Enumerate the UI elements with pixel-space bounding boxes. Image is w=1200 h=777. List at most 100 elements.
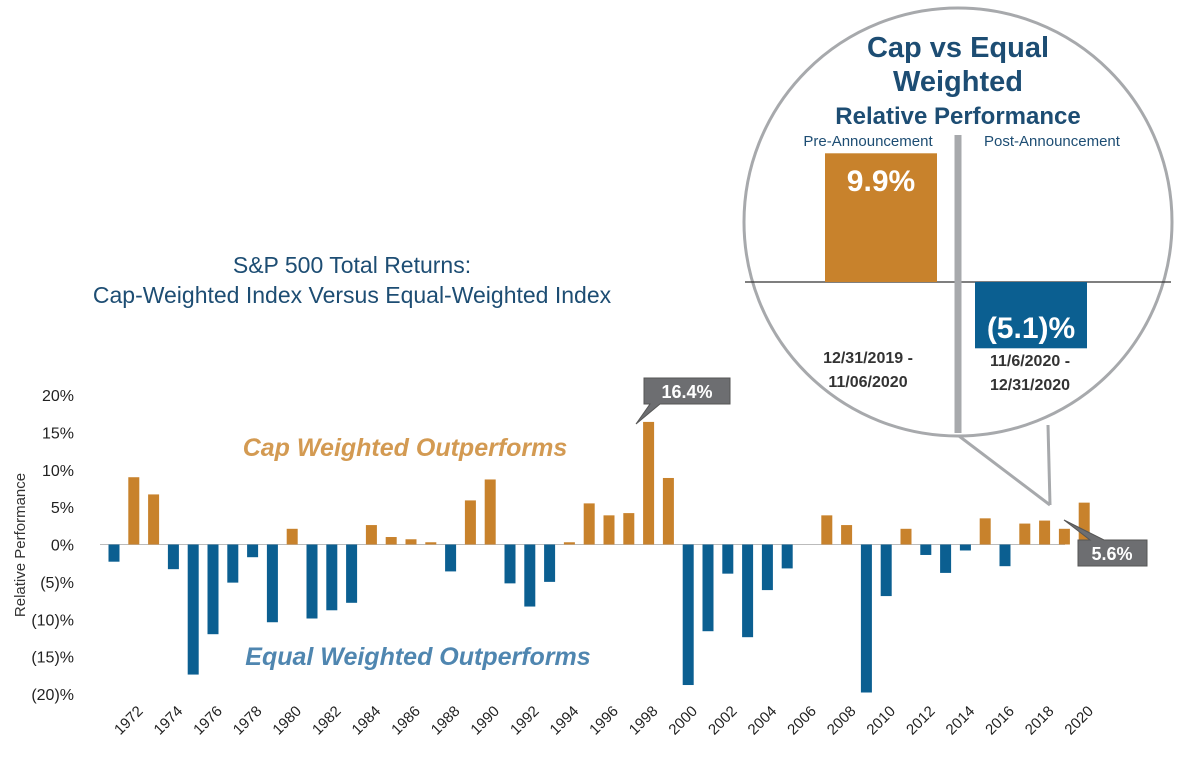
bar-1974 bbox=[167, 544, 179, 570]
y-axis-label: Relative Performance bbox=[12, 473, 29, 617]
x-tick-label: 1982 bbox=[309, 703, 345, 739]
inset-chart: Cap vs Equal Weighted Relative Performan… bbox=[742, 6, 1174, 507]
x-tick-label: 2002 bbox=[705, 703, 741, 739]
bar-2000 bbox=[682, 544, 694, 686]
bar-1979 bbox=[266, 544, 278, 623]
bar-1991 bbox=[504, 544, 516, 584]
max-value-callout: 16.4% bbox=[635, 377, 731, 425]
y-axis-ticks: 20% 15% 10% 5% 0% (5)% (10)% (15)% (20)% bbox=[31, 388, 74, 704]
bar-2007 bbox=[821, 515, 833, 545]
bar-2017 bbox=[1019, 523, 1031, 545]
max-callout-label: 16.4% bbox=[661, 382, 712, 402]
bar-1971 bbox=[108, 544, 120, 562]
bar-2019 bbox=[1058, 528, 1070, 545]
inset-pointer-right bbox=[1046, 424, 1052, 506]
bar-2018 bbox=[1039, 520, 1051, 545]
bar-2008 bbox=[841, 525, 853, 545]
y-tick-label: 15% bbox=[42, 425, 74, 442]
bar-1997 bbox=[623, 513, 635, 545]
bar-2016 bbox=[999, 544, 1011, 567]
bar-1973 bbox=[148, 494, 160, 545]
x-axis-ticks: 1972 1974 1976 1978 1980 1982 1984 1986 1988 1990… bbox=[111, 703, 1097, 739]
inset-pointer-left bbox=[954, 431, 1051, 507]
x-tick-label: 1980 bbox=[269, 703, 305, 739]
equal-weighted-annotation: Equal Weighted Outperforms bbox=[245, 643, 590, 671]
bar-1981 bbox=[306, 544, 318, 619]
y-tick-label: 5% bbox=[51, 500, 74, 517]
y-tick-label: 10% bbox=[42, 463, 74, 480]
x-tick-label: 2010 bbox=[863, 703, 899, 739]
inset-bar-pre bbox=[825, 153, 937, 282]
bar-2014 bbox=[959, 544, 971, 551]
inset-period-pre-line-1: 12/31/2019 - bbox=[823, 350, 913, 367]
bar-2020 bbox=[1078, 502, 1090, 545]
x-tick-label: 2020 bbox=[1061, 703, 1097, 739]
inset-period-post-line-1: 11/6/2020 - bbox=[990, 353, 1070, 370]
bar-1995 bbox=[583, 503, 595, 545]
x-tick-label: 1984 bbox=[349, 703, 385, 739]
bar-1986 bbox=[405, 539, 417, 545]
bar-2011 bbox=[900, 528, 912, 545]
bar-1983 bbox=[346, 544, 358, 603]
inset-title-line-1: Cap vs Equal bbox=[867, 32, 1049, 64]
bar-1993 bbox=[544, 544, 556, 582]
bar-1987 bbox=[425, 542, 437, 545]
inset-category-pre: Pre-Announcement bbox=[803, 133, 933, 150]
bar-1992 bbox=[524, 544, 536, 607]
bar-1994 bbox=[563, 542, 575, 545]
x-tick-label: 1996 bbox=[586, 703, 622, 739]
y-tick-label: (5)% bbox=[40, 575, 74, 592]
inset-category-post: Post-Announcement bbox=[984, 133, 1121, 150]
x-tick-label: 1994 bbox=[547, 703, 583, 739]
last-callout-box bbox=[1063, 519, 1148, 567]
inset-subtitle: Relative Performance bbox=[835, 103, 1080, 130]
bar-1978 bbox=[247, 544, 259, 558]
x-tick-label: 2016 bbox=[982, 703, 1018, 739]
x-tick-label: 2000 bbox=[665, 703, 701, 739]
last-callout-label: 5.6% bbox=[1091, 544, 1132, 564]
chart-title-line-1: S&P 500 Total Returns: bbox=[233, 252, 471, 278]
x-tick-label: 1992 bbox=[507, 703, 543, 739]
x-tick-label: 2006 bbox=[784, 703, 820, 739]
bar-2004 bbox=[761, 544, 773, 591]
bar-1980 bbox=[286, 528, 298, 545]
bar-1988 bbox=[445, 544, 457, 572]
bar-1975 bbox=[187, 544, 199, 675]
bar-2002 bbox=[722, 544, 734, 574]
inset-bars bbox=[825, 153, 1087, 349]
bar-1977 bbox=[227, 544, 239, 583]
bars bbox=[108, 421, 1090, 693]
bar-1982 bbox=[326, 544, 338, 611]
y-tick-label: (15)% bbox=[31, 650, 74, 667]
bar-2012 bbox=[920, 544, 932, 555]
x-tick-label: 1990 bbox=[467, 703, 503, 739]
y-tick-label: 0% bbox=[51, 538, 74, 555]
inset-period-pre-line-2: 11/06/2020 bbox=[828, 374, 907, 391]
cap-weighted-annotation: Cap Weighted Outperforms bbox=[243, 434, 568, 462]
inset-bar-post bbox=[975, 282, 1087, 349]
x-tick-label: 1976 bbox=[190, 703, 226, 739]
last-value-callout: 5.6% bbox=[1063, 519, 1148, 567]
bar-2010 bbox=[880, 544, 892, 597]
bar-1989 bbox=[464, 500, 476, 545]
x-tick-label: 1978 bbox=[230, 703, 266, 739]
bar-1985 bbox=[385, 537, 397, 545]
bar-1990 bbox=[484, 479, 496, 545]
x-tick-label: 1972 bbox=[111, 703, 147, 739]
bar-1998 bbox=[643, 421, 655, 545]
x-tick-label: 1974 bbox=[151, 703, 187, 739]
max-callout-box bbox=[635, 377, 731, 425]
bar-1999 bbox=[662, 477, 674, 545]
x-tick-label: 2014 bbox=[943, 703, 979, 739]
inset-value-post: (5.1)% bbox=[987, 312, 1075, 345]
x-tick-label: 1986 bbox=[388, 703, 424, 739]
bar-1972 bbox=[128, 477, 140, 545]
bar-2005 bbox=[781, 544, 793, 569]
x-tick-label: 2018 bbox=[1022, 703, 1058, 739]
inset-title-line-2: Weighted bbox=[893, 66, 1023, 98]
bar-1996 bbox=[603, 515, 615, 545]
x-tick-label: 2008 bbox=[824, 703, 860, 739]
inset-period-post-line-2: 12/31/2020 bbox=[990, 377, 1070, 394]
x-tick-label: 2012 bbox=[903, 703, 939, 739]
